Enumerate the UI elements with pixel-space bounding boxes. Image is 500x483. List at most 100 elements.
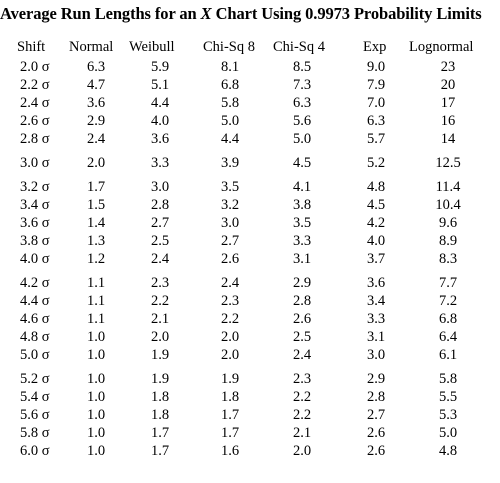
weibull-cell: 1.9 [150, 371, 170, 387]
table-row: 3.0 σ 2.0 3.3 3.9 4.5 5.2 12.5 [0, 154, 500, 172]
weibull-cell: 1.7 [150, 443, 170, 459]
chi-sq-8-cell: 2.4 [220, 275, 240, 291]
normal-cell: 1.5 [86, 197, 106, 213]
normal-cell: 1.0 [86, 329, 106, 345]
shift-cell: 4.4 σ [20, 293, 50, 309]
table-row: 4.6 σ 1.1 2.1 2.2 2.6 3.3 6.8 [0, 310, 500, 328]
weibull-cell: 1.7 [150, 425, 170, 441]
column-header-exp: Exp [363, 39, 387, 55]
shift-cell: 4.2 σ [20, 275, 50, 291]
lognormal-cell: 6.4 [438, 329, 458, 345]
chi-sq-8-cell: 5.0 [220, 113, 240, 129]
chi-sq-8-cell: 2.7 [220, 233, 240, 249]
shift-cell: 3.4 σ [20, 197, 50, 213]
lognormal-cell: 10.4 [435, 197, 461, 213]
weibull-cell: 3.6 [150, 131, 170, 147]
lognormal-cell: 5.8 [438, 371, 458, 387]
chi-sq-4-cell: 2.2 [292, 407, 312, 423]
chi-sq-4-cell: 3.5 [292, 215, 312, 231]
weibull-cell: 5.9 [150, 59, 170, 75]
weibull-cell: 1.8 [150, 389, 170, 405]
shift-cell: 3.6 σ [20, 215, 50, 231]
lognormal-cell: 20 [440, 77, 456, 93]
lognormal-cell: 6.8 [438, 311, 458, 327]
shift-cell: 4.8 σ [20, 329, 50, 345]
normal-cell: 1.4 [86, 215, 106, 231]
exp-cell: 3.1 [366, 329, 386, 345]
exp-cell: 2.9 [366, 371, 386, 387]
column-header-shift: Shift [17, 39, 46, 55]
table-row: 3.4 σ 1.5 2.8 3.2 3.8 4.5 10.4 [0, 196, 500, 214]
exp-cell: 2.6 [366, 425, 386, 441]
chi-sq-8-cell: 2.0 [220, 347, 240, 363]
normal-cell: 2.4 [86, 131, 106, 147]
weibull-cell: 2.5 [150, 233, 170, 249]
weibull-cell: 2.3 [150, 275, 170, 291]
table-row: 2.8 σ 2.4 3.6 4.4 5.0 5.7 14 [0, 130, 500, 148]
shift-cell: 5.4 σ [20, 389, 50, 405]
chi-sq-4-cell: 2.4 [292, 347, 312, 363]
lognormal-cell: 8.3 [438, 251, 458, 267]
lognormal-cell: 11.4 [435, 179, 461, 195]
shift-cell: 2.0 σ [20, 59, 50, 75]
chi-sq-4-cell: 2.6 [292, 311, 312, 327]
normal-cell: 1.0 [86, 347, 106, 363]
weibull-cell: 2.4 [150, 251, 170, 267]
exp-cell: 5.2 [366, 155, 386, 171]
table-row: 5.8 σ 1.0 1.7 1.7 2.1 2.6 5.0 [0, 424, 500, 442]
normal-cell: 1.1 [86, 293, 106, 309]
chi-sq-8-cell: 4.4 [220, 131, 240, 147]
shift-cell: 3.0 σ [20, 155, 50, 171]
lognormal-cell: 23 [440, 59, 456, 75]
normal-cell: 2.9 [86, 113, 106, 129]
exp-cell: 3.4 [366, 293, 386, 309]
lognormal-cell: 5.0 [438, 425, 458, 441]
chi-sq-8-cell: 5.8 [220, 95, 240, 111]
weibull-cell: 2.1 [150, 311, 170, 327]
shift-cell: 2.6 σ [20, 113, 50, 129]
chi-sq-4-cell: 2.3 [292, 371, 312, 387]
normal-cell: 1.1 [86, 311, 106, 327]
exp-cell: 5.7 [366, 131, 386, 147]
exp-cell: 3.7 [366, 251, 386, 267]
chi-sq-4-cell: 2.8 [292, 293, 312, 309]
lognormal-cell: 6.1 [438, 347, 458, 363]
table-row: 2.4 σ 3.6 4.4 5.8 6.3 7.0 17 [0, 94, 500, 112]
shift-cell: 3.2 σ [20, 179, 50, 195]
table-row: 5.4 σ 1.0 1.8 1.8 2.2 2.8 5.5 [0, 388, 500, 406]
lognormal-cell: 4.8 [438, 443, 458, 459]
weibull-cell: 5.1 [150, 77, 170, 93]
lognormal-cell: 12.5 [435, 155, 461, 171]
title-prefix: Average Run Lengths for an [0, 4, 201, 23]
exp-cell: 9.0 [366, 59, 386, 75]
column-header-normal: Normal [69, 39, 114, 55]
lognormal-cell: 7.2 [438, 293, 458, 309]
exp-cell: 2.7 [366, 407, 386, 423]
chi-sq-8-cell: 3.9 [220, 155, 240, 171]
table-row: 2.6 σ 2.9 4.0 5.0 5.6 6.3 16 [0, 112, 500, 130]
chi-sq-4-cell: 5.0 [292, 131, 312, 147]
chi-sq-4-cell: 8.5 [292, 59, 312, 75]
chi-sq-4-cell: 2.1 [292, 425, 312, 441]
chi-sq-8-cell: 1.7 [220, 407, 240, 423]
weibull-cell: 2.8 [150, 197, 170, 213]
table-row: 3.8 σ 1.3 2.5 2.7 3.3 4.0 8.9 [0, 232, 500, 250]
title-x-symbol: X [200, 4, 212, 23]
chi-sq-8-cell: 3.2 [220, 197, 240, 213]
lognormal-cell: 17 [440, 95, 456, 111]
lognormal-cell: 7.7 [438, 275, 458, 291]
chi-sq-8-cell: 3.5 [220, 179, 240, 195]
shift-cell: 2.4 σ [20, 95, 50, 111]
normal-cell: 1.0 [86, 407, 106, 423]
chi-sq-8-cell: 6.8 [220, 77, 240, 93]
lognormal-cell: 14 [440, 131, 456, 147]
weibull-cell: 4.4 [150, 95, 170, 111]
weibull-cell: 3.3 [150, 155, 170, 171]
chi-sq-8-cell: 1.7 [220, 425, 240, 441]
lognormal-cell: 16 [440, 113, 456, 129]
table-row: 4.0 σ 1.2 2.4 2.6 3.1 3.7 8.3 [0, 250, 500, 268]
normal-cell: 1.0 [86, 371, 106, 387]
normal-cell: 1.0 [86, 443, 106, 459]
chi-sq-8-cell: 2.3 [220, 293, 240, 309]
column-header-chi-sq-4: Chi-Sq 4 [273, 39, 325, 55]
